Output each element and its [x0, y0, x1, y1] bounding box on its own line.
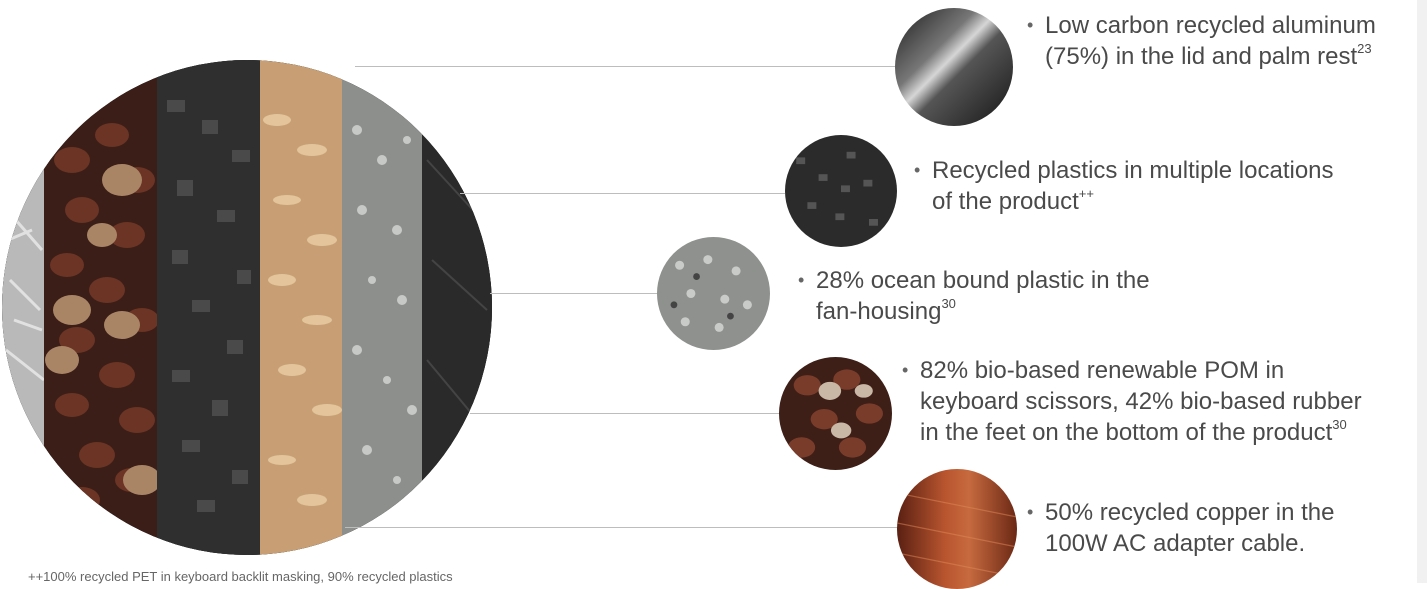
callout-ocean-plastic: • 28% ocean bound plastic in the fan-hou… [798, 265, 1150, 327]
callout-line: Recycled plastics in multiple locations [932, 157, 1334, 184]
footnote-ref: ++ [1078, 186, 1094, 201]
callout-line: fan-housing30 [816, 296, 956, 325]
bullet: • [902, 360, 909, 380]
callout-line: 100W AC adapter cable. [1045, 530, 1306, 557]
castor-bean-swatch-icon [779, 357, 892, 470]
footnote-ref: 30 [941, 296, 956, 311]
callout-line: 28% ocean bound plastic in the [816, 267, 1150, 294]
callout-aluminum: • Low carbon recycled aluminum (75%) in … [1027, 10, 1376, 72]
callout-copper: • 50% recycled copper in the 100W AC ada… [1027, 497, 1335, 559]
copper-wire-swatch-icon [897, 469, 1017, 589]
plastic-pellet-swatch-icon [785, 135, 897, 247]
footnote-ref: 23 [1357, 41, 1372, 56]
callout-recycled-plastics: • Recycled plastics in multiple location… [914, 155, 1334, 217]
bullet: • [1027, 502, 1034, 522]
callout-line: 50% recycled copper in the [1045, 499, 1335, 526]
callout-line: in the feet on the bottom of the product… [920, 417, 1347, 446]
callout-line: keyboard scissors, 42% bio-based rubber [920, 388, 1362, 415]
bullet: • [798, 270, 805, 290]
connector-line-bio-based [470, 413, 780, 414]
callout-line: of the product++ [932, 186, 1094, 215]
aluminum-swatch-icon [895, 8, 1013, 126]
connector-line-ocean-plastic [490, 293, 657, 294]
right-edge-strip [1417, 0, 1427, 583]
callout-bio-based: • 82% bio-based renewable POM in keyboar… [902, 355, 1362, 448]
bullet: • [1027, 15, 1034, 35]
materials-composite-image [2, 60, 492, 555]
callout-line: Low carbon recycled aluminum [1045, 12, 1376, 39]
connector-line-plastics [460, 193, 785, 194]
footnote-text: ++100% recycled PET in keyboard backlit … [28, 569, 453, 584]
callout-line: (75%) in the lid and palm rest23 [1045, 41, 1372, 70]
footnote-ref: 30 [1332, 417, 1347, 432]
bullet: • [914, 160, 921, 180]
callout-line: 82% bio-based renewable POM in [920, 357, 1285, 384]
connector-line-copper [345, 527, 900, 528]
ocean-plastic-swatch-icon [657, 237, 770, 350]
connector-line-aluminum [355, 66, 895, 67]
